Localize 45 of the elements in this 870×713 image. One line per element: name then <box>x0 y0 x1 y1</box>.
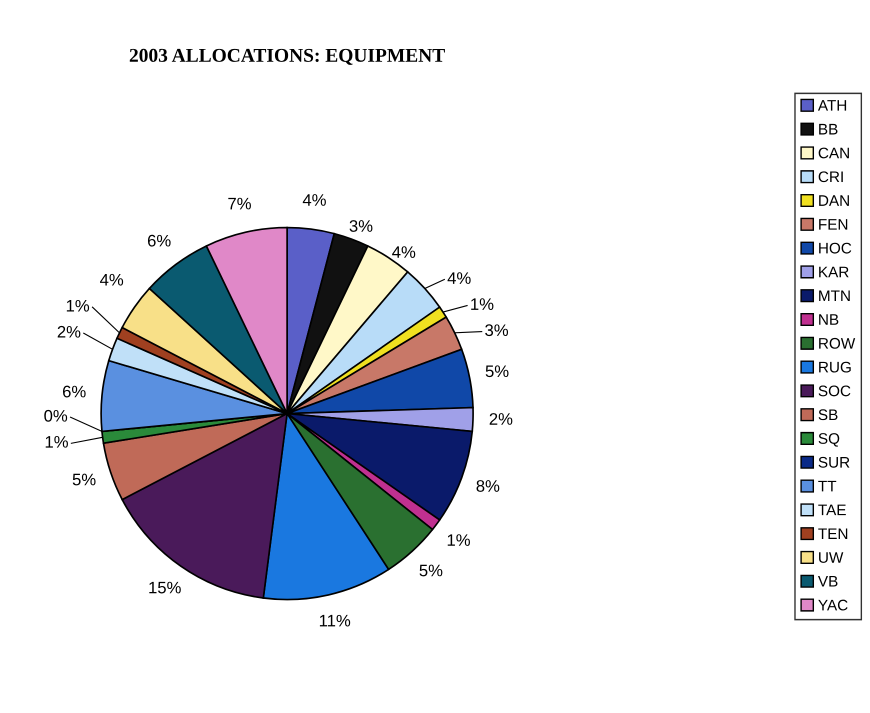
data-label: 1% <box>471 298 494 310</box>
legend-label: ROW <box>819 338 856 349</box>
data-label: 1% <box>46 436 68 448</box>
data-label: 5% <box>72 474 96 486</box>
legend-label: CAN <box>818 148 849 158</box>
data-label: 4% <box>392 246 416 258</box>
legend-label: SUR <box>818 456 850 468</box>
data-label: 5% <box>420 564 442 576</box>
data-label: 15% <box>149 582 181 594</box>
data-label: 11% <box>320 614 350 626</box>
legend-label: NB <box>819 314 838 325</box>
data-label: 3% <box>350 220 372 232</box>
data-label: 8% <box>476 480 500 492</box>
data-label: 6% <box>62 386 86 398</box>
legend-label: VB <box>818 576 838 587</box>
legend-label: FEN <box>819 219 848 230</box>
text: 0% <box>44 410 68 422</box>
data-label: 6% <box>148 234 171 247</box>
legend-label: TAE <box>818 504 846 516</box>
chart-title: 2003 ALLOCATIONS: EQUIPMENT <box>130 48 445 65</box>
data-label: 4% <box>448 272 471 284</box>
legend-label: MTN <box>819 290 850 302</box>
legend-label: RUG <box>819 362 851 373</box>
legend-label: BB <box>819 124 838 134</box>
data-label: 2% <box>490 413 512 425</box>
data-label: 1% <box>448 534 470 546</box>
legend-label: YAC <box>818 600 848 610</box>
data-label: 3% <box>485 324 508 336</box>
legend-label: HOC <box>819 242 852 254</box>
legend-label: KAR <box>819 266 849 278</box>
legend-label: SQ <box>818 433 840 447</box>
legend-label: ATH <box>818 100 846 111</box>
legend-label: UW <box>819 552 844 563</box>
data-label: 4% <box>302 194 326 206</box>
data-label: 2% <box>58 326 80 338</box>
legend-label: TT <box>818 480 836 492</box>
data-label: 1% <box>66 300 90 312</box>
legend-label: SB <box>818 409 838 420</box>
legend-label: CRI <box>818 171 843 182</box>
data-label: 5% <box>486 365 509 378</box>
data-label: 7% <box>228 198 251 210</box>
legend-label: SOC <box>818 386 850 396</box>
legend-label: DAN <box>819 195 849 206</box>
legend-label: TEN <box>818 528 848 539</box>
data-label: 4% <box>100 274 124 286</box>
